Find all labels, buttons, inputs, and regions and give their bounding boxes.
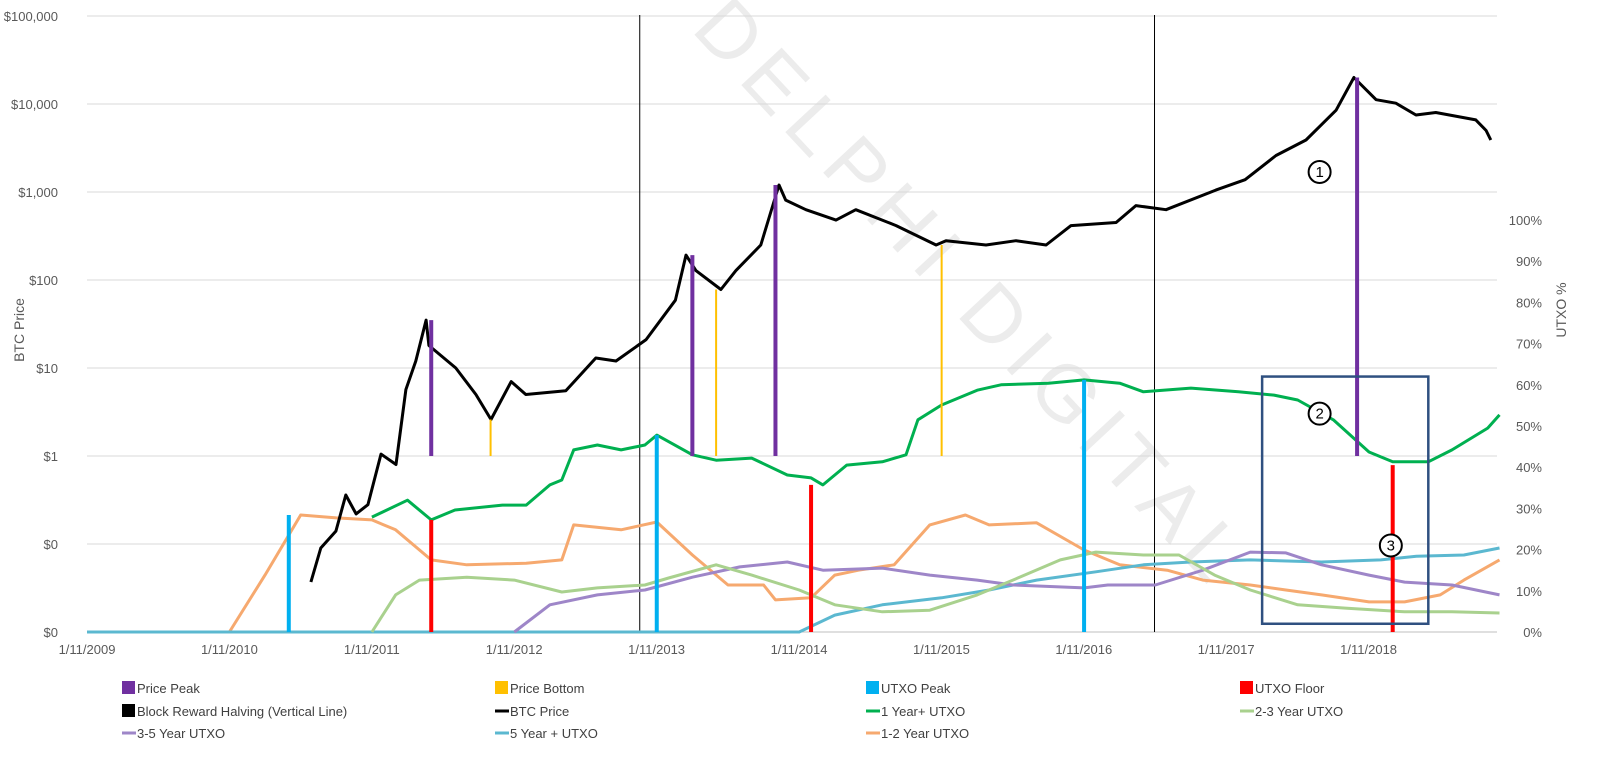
y-left-label: BTC Price [11, 298, 27, 362]
annotation-number: 2 [1315, 406, 1323, 423]
y-left-tick-label: $0 [44, 625, 58, 640]
legend-item: Price Peak [122, 681, 200, 696]
highlight-box [1260, 375, 1430, 626]
y-right-tick-label: 40% [1516, 460, 1542, 475]
annotation-circle-2: 2 [1307, 401, 1332, 426]
legend-label: UTXO Peak [881, 681, 951, 696]
y-left-tick-label: $10,000 [11, 97, 58, 112]
series-line-y5 [87, 546, 1500, 634]
x-tick-label: 1/11/2016 [1055, 642, 1112, 657]
x-tick-label: 1/11/2009 [59, 642, 116, 657]
y-right-tick-label: 60% [1516, 378, 1542, 393]
y-right-tick-label: 0% [1523, 625, 1542, 640]
y-left-tick-label: $1,000 [18, 185, 58, 200]
series-line-y23 [370, 550, 1500, 633]
legend-item: Block Reward Halving (Vertical Line) [122, 704, 347, 719]
legend-item: UTXO Peak [866, 681, 951, 696]
legend-item: BTC Price [495, 704, 569, 719]
y-right-tick-label: 100% [1509, 213, 1543, 228]
y-left-tick-label: $0 [44, 537, 58, 552]
series-line-y12 [87, 513, 1501, 634]
annotation-ring [1307, 159, 1332, 184]
legend-label: Block Reward Halving (Vertical Line) [137, 704, 347, 719]
legend-item: Price Bottom [495, 681, 584, 696]
annotation-ring [1307, 401, 1332, 426]
annotation-circle-1: 1 [1307, 159, 1332, 184]
legend-label: Price Peak [137, 681, 200, 696]
annotation-circle-3: 3 [1378, 533, 1403, 558]
legend-label: Price Bottom [510, 681, 584, 696]
annotation-ring [1378, 533, 1403, 558]
y-right-tick-label: 30% [1516, 501, 1542, 516]
series-lines [87, 76, 1501, 634]
annotations: 1 2 3 [1260, 159, 1430, 626]
legend-swatch [1240, 681, 1253, 694]
legend-label: 3-5 Year UTXO [137, 726, 225, 741]
annotation-number: 1 [1315, 164, 1323, 181]
legend-item: 3-5 Year UTXO [122, 726, 225, 741]
legend-swatch [866, 681, 879, 694]
legend-label: 2-3 Year UTXO [1255, 704, 1343, 719]
y-left-tick-label: $100,000 [4, 9, 58, 24]
legend-item: 2-3 Year UTXO [1240, 704, 1343, 719]
x-tick-label: 1/11/2015 [913, 642, 970, 657]
series-line-btc [309, 76, 1493, 583]
y-left-tick-label: $10 [36, 361, 58, 376]
halving-lines [639, 15, 1156, 632]
legend-item: 1 Year+ UTXO [866, 704, 965, 719]
y-right-tick-label: 50% [1516, 419, 1542, 434]
legend-swatch [122, 681, 135, 694]
legend-swatch [495, 681, 508, 694]
x-tick-label: 1/11/2018 [1340, 642, 1397, 657]
x-tick-label: 1/11/2010 [201, 642, 258, 657]
legend-label: BTC Price [510, 704, 569, 719]
axis-ticks: $100,000 $10,000 $1,000 $100 $10 $1 $0 $0 0% 10% 2… [4, 9, 1543, 657]
y-right-tick-label: 90% [1516, 254, 1542, 269]
x-tick-label: 1/11/2012 [486, 642, 543, 657]
y-left-tick-label: $100 [29, 273, 58, 288]
legend-item: 1-2 Year UTXO [866, 726, 969, 741]
legend-item: 5 Year + UTXO [495, 726, 598, 741]
legend-swatch [122, 704, 135, 717]
y-left-tick-label: $1 [44, 449, 58, 464]
legend-label: 5 Year + UTXO [510, 726, 598, 741]
legend-item: UTXO Floor [1240, 681, 1325, 696]
y-right-tick-label: 10% [1516, 584, 1542, 599]
gridlines [87, 15, 1497, 633]
annotation-number: 3 [1387, 537, 1395, 554]
x-tick-label: 1/11/2014 [771, 642, 828, 657]
legend-label: UTXO Floor [1255, 681, 1325, 696]
legend-label: 1-2 Year UTXO [881, 726, 969, 741]
legend-label: 1 Year+ UTXO [881, 704, 965, 719]
x-tick-label: 1/11/2011 [344, 642, 400, 657]
watermark-text: DELPHI DIGITAL [678, 0, 1261, 597]
x-tick-label: 1/11/2017 [1198, 642, 1255, 657]
event-markers [286, 77, 1395, 632]
watermark: DELPHI DIGITAL [678, 0, 1261, 597]
x-tick-label: 1/11/2013 [628, 642, 685, 657]
y-right-tick-label: 80% [1516, 295, 1542, 310]
y-right-tick-label: 70% [1516, 337, 1542, 352]
y-right-label: UTXO % [1553, 282, 1569, 337]
series-line-y35 [513, 550, 1500, 634]
y-right-tick-label: 20% [1516, 543, 1542, 558]
series-line-y1 [371, 378, 1501, 522]
legend: Price Peak Price Bottom UTXO Peak UTXO Floo… [122, 681, 1343, 741]
